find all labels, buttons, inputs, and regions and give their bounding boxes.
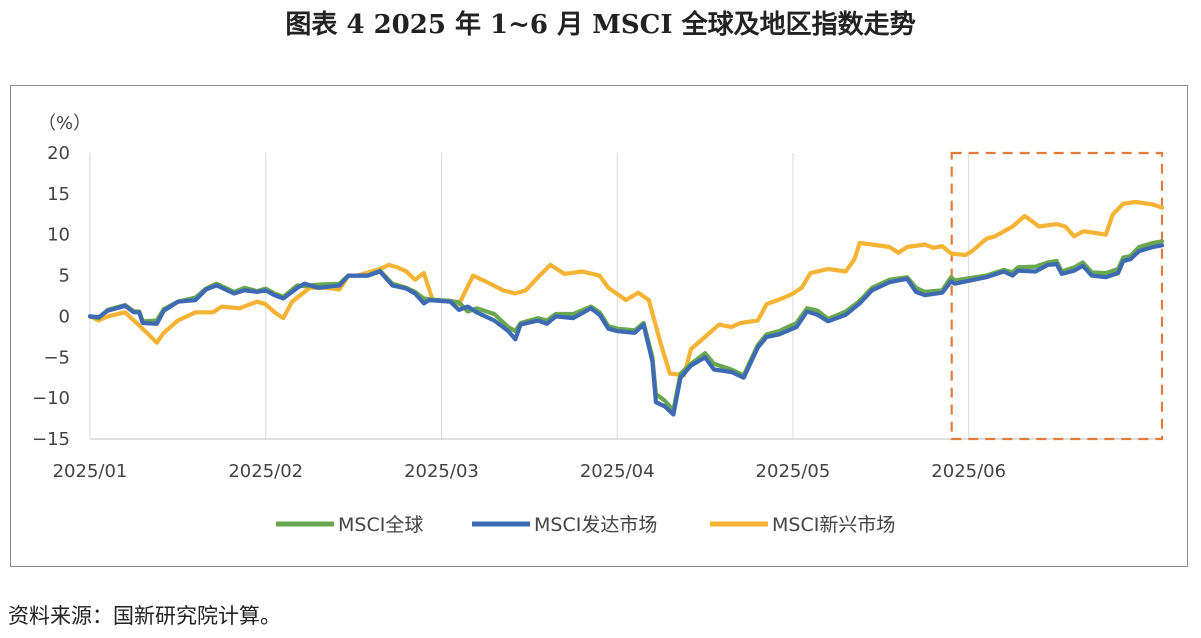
- highlight-region: [950, 151, 1164, 441]
- y-tick-label: 20: [47, 143, 70, 164]
- legend-label: MSCI新兴市场: [772, 514, 895, 536]
- legend-label: MSCI全球: [338, 514, 423, 536]
- y-tick-label: −15: [32, 429, 70, 450]
- source-note: 资料来源：国新研究院计算。: [8, 604, 281, 628]
- legend-label: MSCI发达市场: [534, 514, 657, 536]
- x-tick-label: 2025/04: [580, 461, 655, 482]
- x-tick-label: 2025/01: [53, 461, 128, 482]
- x-tick-label: 2025/06: [931, 461, 1006, 482]
- axis-labels: 2025/01 2025/02 2025/03 2025/04 2025/05 2025/…: [32, 113, 1006, 482]
- series-line-2: [87, 243, 1165, 417]
- y-tick-label: −5: [43, 347, 70, 368]
- y-unit-label: （%）: [38, 113, 91, 134]
- grid-lines: [89, 153, 1162, 440]
- series-line-1: [87, 239, 1165, 413]
- y-tick-label: −10: [32, 388, 70, 409]
- series-lines: [87, 199, 1165, 417]
- y-tick-label: 10: [47, 225, 70, 246]
- y-tick-label: 15: [47, 184, 70, 205]
- highlight-box: [950, 151, 1164, 441]
- x-tick-label: 2025/05: [756, 461, 831, 482]
- y-tick-label: 0: [59, 306, 70, 327]
- x-tick-label: 2025/03: [404, 461, 479, 482]
- chart-frame: [10, 85, 1188, 567]
- series-line-3: [87, 199, 1165, 378]
- y-tick-label: 5: [59, 266, 70, 287]
- legend: MSCI全球 MSCI发达市场 MSCI新兴市场: [276, 514, 895, 536]
- x-tick-label: 2025/02: [228, 461, 303, 482]
- chart-title: 图表 4 2025 年 1~6 月 MSCI 全球及地区指数走势: [285, 10, 916, 40]
